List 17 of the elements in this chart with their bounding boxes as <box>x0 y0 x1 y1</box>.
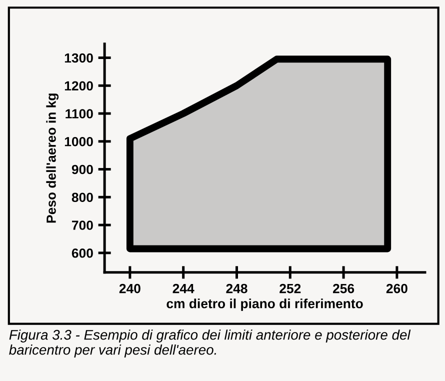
y-tick-label: 800 <box>72 192 93 202</box>
text: Figura 3.3 - Esempio di grafico dei limiti anteriore e posteriore del baricentro per vari pesi dell'aereo. <box>9 330 411 358</box>
x-tick-label: 240 <box>119 284 140 294</box>
y-tick-label: 600 <box>72 248 93 258</box>
y-tick-label: 1000 <box>64 136 93 146</box>
y-axis-title: Peso dell'aereo in kg <box>46 94 59 223</box>
x-tick-label: 244 <box>172 284 194 294</box>
x-tick-label: 252 <box>280 284 301 294</box>
y-tick-label: 900 <box>72 164 93 174</box>
y-tick-label: 700 <box>72 220 93 230</box>
x-tick-label: 260 <box>386 284 408 294</box>
y-tick-label: 1100 <box>66 109 93 118</box>
x-tick-label: 256 <box>332 284 354 294</box>
x-tick-label: 248 <box>226 284 248 294</box>
x-axis-title: cm dietro il piano di riferimento <box>166 298 363 311</box>
y-tick-label: 1200 <box>64 81 93 91</box>
y-tick-label: 1300 <box>64 53 93 63</box>
